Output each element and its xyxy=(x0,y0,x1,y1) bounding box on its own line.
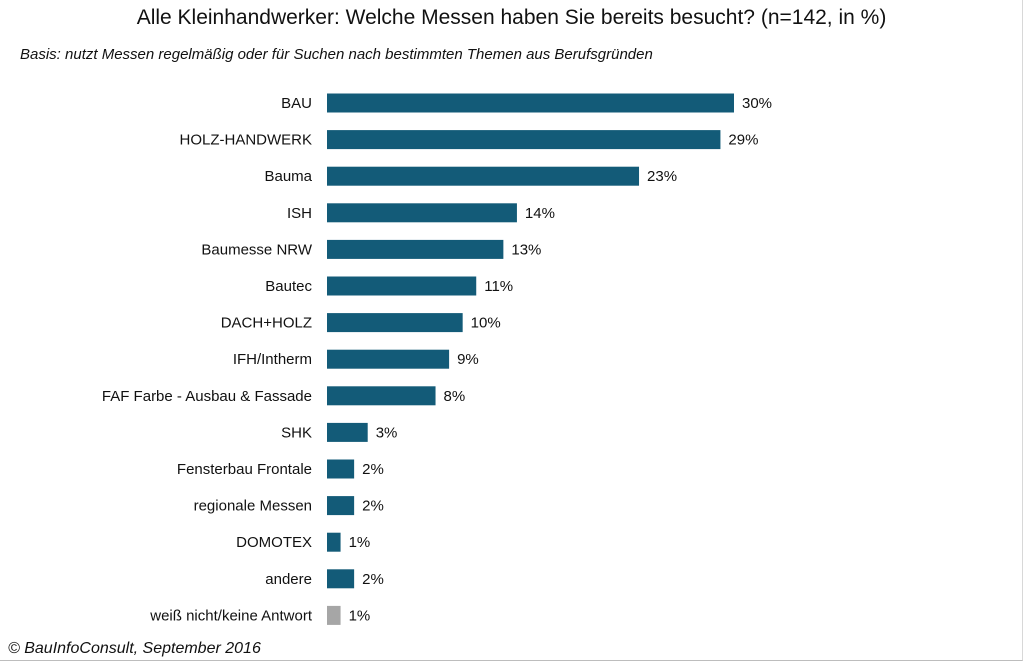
bar xyxy=(327,239,504,259)
value-label: 10% xyxy=(471,315,501,332)
value-label: 9% xyxy=(457,351,479,368)
category-label: weiß nicht/keine Antwort xyxy=(149,607,313,624)
category-label: SHK xyxy=(281,424,312,441)
bar xyxy=(327,203,517,223)
bar xyxy=(327,422,368,442)
value-label: 13% xyxy=(511,241,541,258)
value-label: 23% xyxy=(647,168,677,185)
bar xyxy=(327,349,450,369)
category-label: Bautec xyxy=(265,278,312,295)
bar xyxy=(327,459,355,479)
value-label: 1% xyxy=(349,607,371,624)
value-label: 1% xyxy=(349,534,371,551)
value-label: 2% xyxy=(362,498,384,515)
bar xyxy=(327,496,355,516)
category-label: regionale Messen xyxy=(194,498,312,515)
value-label: 30% xyxy=(742,95,772,112)
category-label: ISH xyxy=(287,205,312,222)
category-label: Baumesse NRW xyxy=(201,241,312,258)
bar xyxy=(327,130,721,150)
value-label: 2% xyxy=(362,461,384,478)
value-label: 11% xyxy=(484,278,513,295)
bar xyxy=(327,93,734,113)
bar xyxy=(327,605,341,625)
chart-subtitle: Basis: nutzt Messen regelmäßig oder für … xyxy=(20,46,653,63)
bar xyxy=(327,166,640,186)
category-label: BAU xyxy=(281,95,312,112)
category-label: Bauma xyxy=(264,168,312,185)
value-label: 14% xyxy=(525,205,555,222)
value-label: 29% xyxy=(728,132,758,149)
value-label: 3% xyxy=(376,424,398,441)
source-footer: © BauInfoConsult, September 2016 xyxy=(8,640,261,657)
category-label: FAF Farbe - Ausbau & Fassade xyxy=(102,388,312,405)
bar xyxy=(327,276,477,296)
bar xyxy=(327,532,341,552)
bar xyxy=(327,386,436,406)
category-label: Fensterbau Frontale xyxy=(177,461,312,478)
category-label: DACH+HOLZ xyxy=(221,315,312,332)
bar xyxy=(327,313,463,333)
bar xyxy=(327,569,355,589)
category-label: DOMOTEX xyxy=(236,534,312,551)
value-label: 8% xyxy=(444,388,466,405)
category-label: HOLZ-HANDWERK xyxy=(179,132,312,149)
category-label: IFH/Intherm xyxy=(233,351,312,368)
value-label: 2% xyxy=(362,571,384,588)
chart-title: Alle Kleinhandwerker: Welche Messen habe… xyxy=(136,6,887,29)
category-label: andere xyxy=(265,571,312,588)
